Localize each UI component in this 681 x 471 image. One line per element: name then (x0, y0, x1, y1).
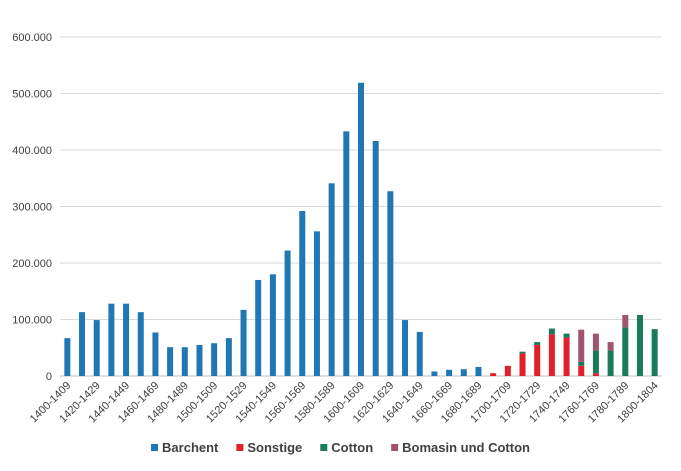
bar-barchent (446, 369, 453, 376)
bar-sonstige (578, 365, 585, 376)
bar-barchent (343, 131, 350, 376)
bar-sonstige (534, 344, 541, 376)
legend-label: Bomasin und Cotton (402, 440, 530, 455)
bar-barchent (255, 279, 262, 376)
bar-barchent (387, 191, 394, 376)
y-tick-label: 0 (46, 371, 52, 383)
bar-barchent (79, 312, 86, 376)
y-tick-label: 600.000 (12, 32, 52, 44)
y-axis-tick-labels: 0 100.000 200.000 300.000 400.000 500.000 600.… (12, 32, 52, 383)
bar-cotton (622, 327, 629, 376)
bar-barchent (196, 344, 203, 376)
bar-barchent (269, 274, 276, 376)
bar-barchent (240, 309, 247, 376)
y-tick-label: 200.000 (12, 258, 52, 270)
bar-cotton (534, 342, 541, 345)
bar-sonstige (548, 334, 555, 376)
legend-swatch (236, 444, 244, 451)
bar-cotton (563, 333, 570, 338)
bar-sonstige (519, 353, 526, 376)
bar-barchent (108, 303, 115, 376)
bar-barchent (416, 331, 423, 376)
bar-cotton (636, 314, 643, 376)
bar-bomasin-und-cotton (607, 342, 614, 351)
bar-barchent (211, 343, 218, 376)
legend-label: Cotton (331, 440, 373, 455)
bar-sonstige (504, 365, 511, 376)
bar-barchent (181, 347, 188, 376)
bar-barchent (225, 338, 232, 376)
bar-barchent (152, 332, 159, 376)
bar-barchent (358, 82, 364, 376)
bar-barchent (167, 347, 174, 376)
bar-sonstige (563, 337, 570, 376)
bar-barchent (402, 320, 409, 376)
bar-barchent (64, 338, 71, 376)
bar-cotton (519, 351, 526, 354)
bar-bomasin-und-cotton (592, 333, 599, 351)
bar-barchent (299, 211, 306, 376)
bar-bomasin-und-cotton (622, 314, 629, 328)
bar-cotton (592, 350, 599, 374)
bar-cotton (651, 329, 658, 376)
y-tick-label: 400.000 (12, 145, 52, 157)
bar-barchent (93, 320, 100, 376)
bar-barchent (372, 140, 379, 376)
legend-label: Sonstige (247, 440, 302, 455)
bar-cotton (578, 361, 585, 366)
bar-barchent (431, 371, 438, 376)
bar-barchent (475, 366, 482, 376)
bar-cotton (607, 350, 614, 376)
y-tick-label: 300.000 (12, 202, 52, 214)
legend: Barchent Sonstige Cotton Bomasin und Cotton (151, 440, 530, 455)
bar-bomasin-und-cotton (578, 329, 585, 362)
bar-sonstige (490, 373, 497, 376)
y-tick-label: 100.000 (12, 315, 52, 327)
bar-barchent (123, 303, 130, 376)
x-axis-tick-labels: 1400-14091420-14291440-14491460-14691480… (28, 380, 661, 426)
bar-barchent (460, 369, 467, 376)
bar-barchent (328, 183, 335, 376)
bar-barchent (137, 312, 144, 376)
y-tick-label: 500.000 (12, 89, 52, 101)
legend-swatch (320, 444, 328, 451)
bar-sonstige (592, 373, 599, 376)
bar-barchent (313, 231, 320, 376)
bars (64, 82, 658, 376)
legend-swatch (391, 444, 399, 451)
legend-swatch (151, 444, 159, 451)
legend-label: Barchent (162, 440, 219, 455)
bar-barchent (284, 250, 291, 376)
bar-cotton (548, 328, 555, 335)
